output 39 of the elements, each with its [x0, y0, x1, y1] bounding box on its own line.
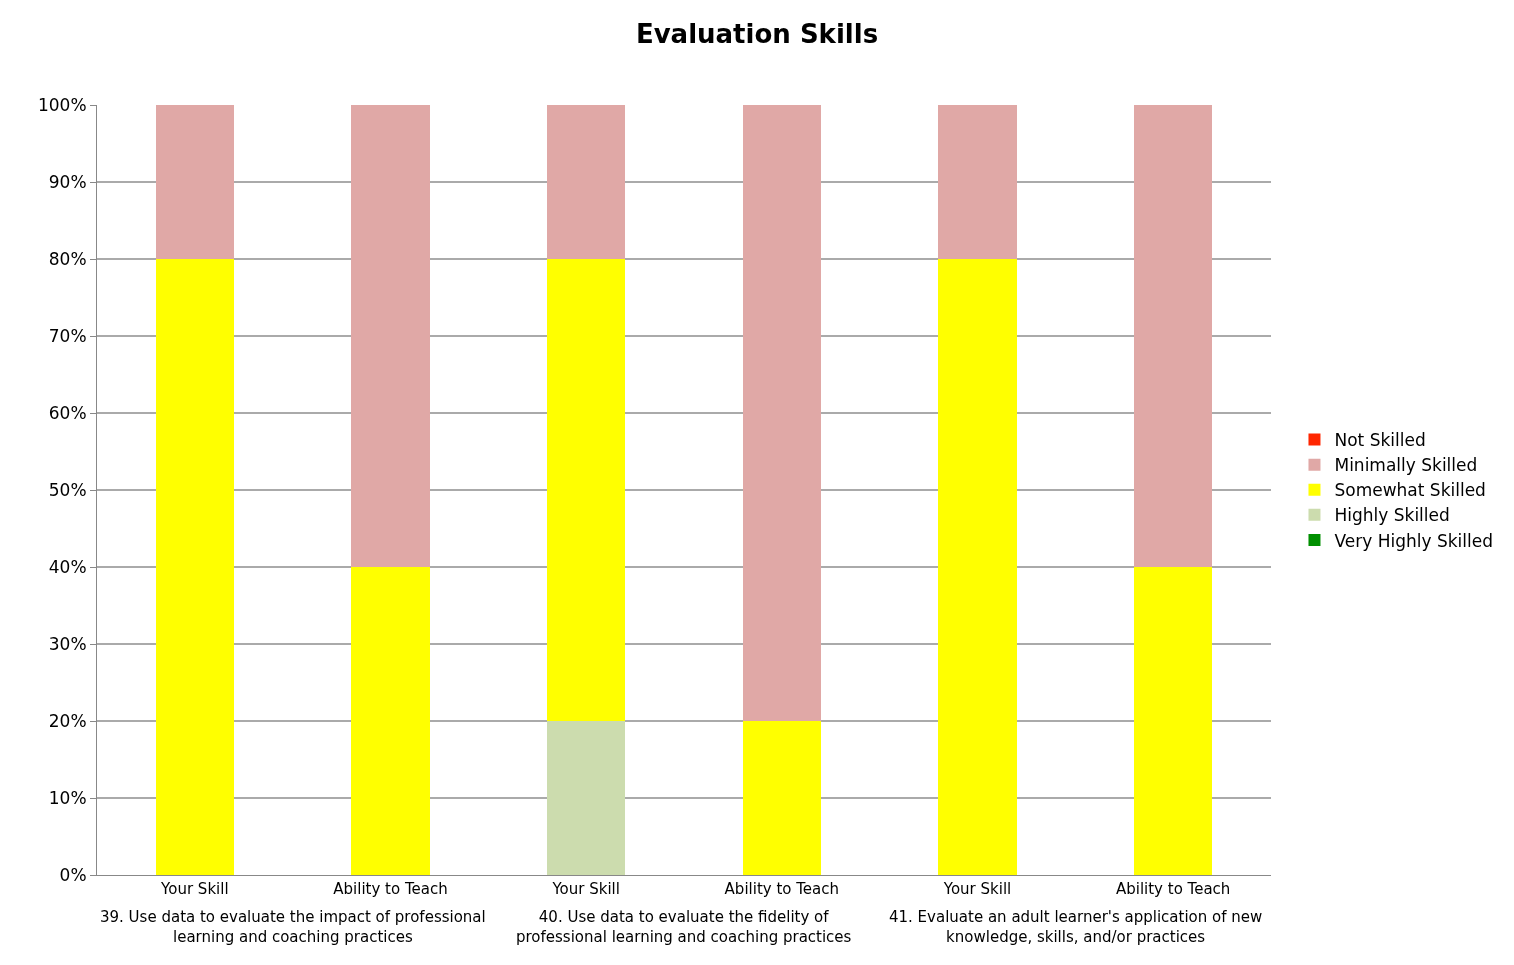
bar [742, 721, 821, 875]
y-tick-label: 90% [48, 171, 87, 192]
text: 41. Evaluate an adult learner's application of new knowledge, skills, and/or practices [889, 908, 1263, 946]
bar [351, 105, 430, 567]
x-tick-label: Ability to Teach [724, 880, 840, 898]
bar [938, 105, 1017, 259]
bar [155, 259, 234, 875]
text: 39. Use data to evaluate the impact of professional learning and coaching practices [100, 908, 486, 946]
x-tick-label: Your Skill [160, 880, 229, 898]
bar [938, 259, 1017, 875]
bar [547, 259, 626, 721]
y-tick-label: 60% [48, 402, 87, 423]
legend-label: Somewhat Skilled [1334, 480, 1486, 501]
x-tick-label: Your Skill [551, 880, 620, 898]
legend-label: Highly Skilled [1334, 505, 1450, 526]
legend-label: Very Highly Skilled [1334, 530, 1494, 551]
y-tick-label: 20% [48, 710, 87, 731]
text: 40. Use data to evaluate the fidelity of professional learning and coaching practices [516, 908, 852, 946]
bar [547, 721, 626, 875]
y-tick-label: 30% [48, 633, 87, 654]
y-tick-label: 50% [48, 479, 87, 500]
bar [1134, 105, 1213, 567]
x-tick-label: Your Skill [942, 880, 1012, 898]
x-tick-label: Ability to Teach [333, 880, 448, 898]
legend-label: Minimally Skilled [1334, 455, 1478, 476]
chart-title: Evaluation Skills [635, 18, 879, 49]
y-tick-label: 100% [37, 94, 87, 115]
y-tick-label: 40% [48, 556, 87, 577]
bar [547, 105, 626, 259]
legend-label: Not Skilled [1334, 430, 1426, 451]
bar [1134, 567, 1213, 875]
y-tick-label: 70% [48, 325, 87, 346]
y-tick-label: 10% [48, 787, 87, 808]
y-tick-label: 0% [59, 864, 87, 885]
y-tick-label: 80% [48, 248, 87, 269]
bar [351, 567, 430, 875]
bar [742, 105, 821, 721]
bar [155, 105, 234, 259]
x-tick-label: Ability to Teach [1115, 880, 1231, 898]
